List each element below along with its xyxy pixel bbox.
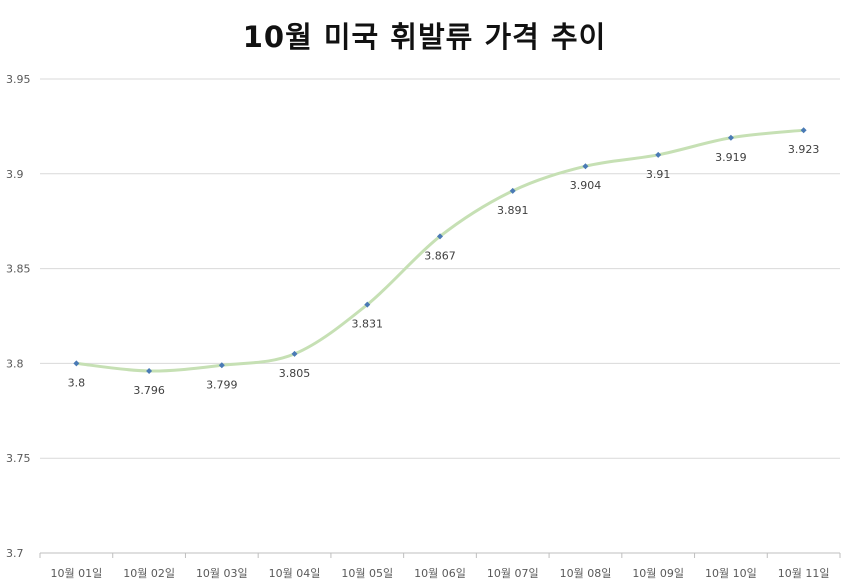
data-label: 3.831	[352, 318, 384, 331]
data-point	[364, 301, 371, 308]
x-tick-label: 10월 04일	[269, 566, 321, 580]
data-label: 3.805	[279, 367, 311, 380]
data-label: 3.919	[715, 151, 747, 164]
data-label: 3.91	[646, 168, 671, 181]
x-tick-label: 10월 01일	[50, 566, 102, 580]
y-tick-label: 3.75	[6, 452, 31, 465]
data-point	[582, 163, 589, 170]
data-point	[218, 362, 225, 369]
data-label: 3.923	[788, 143, 820, 156]
x-axis: 10월 01일 10월 02일 10월 03일 10월 04일 10월 05일 10월 0…	[39, 553, 841, 580]
y-tick-label: 3.7	[6, 547, 24, 560]
data-point	[73, 360, 80, 367]
data-labels: 3.8 3.796 3.799 3.805 3.831 3.867 3.891 3.904 3.…	[68, 143, 820, 397]
gridlines	[40, 78, 840, 554]
data-point	[509, 187, 516, 194]
chart-title: 10월 미국 휘발류 가격 추이	[242, 20, 607, 54]
x-tick-label: 10월 11일	[778, 566, 830, 580]
data-point	[800, 127, 807, 134]
x-tick-label: 10월 02일	[123, 566, 175, 580]
data-label: 3.867	[424, 249, 456, 262]
x-tick-label: 10월 08일	[560, 566, 612, 580]
data-point	[437, 233, 443, 240]
data-point	[291, 350, 298, 357]
y-tick-label: 3.85	[6, 263, 31, 276]
data-point	[727, 134, 734, 141]
data-label: 3.8	[68, 376, 86, 389]
y-axis-labels: 3.7 3.75 3.8 3.85 3.9 3.95	[6, 73, 31, 560]
x-tick-label: 10월 07일	[487, 566, 539, 580]
x-tick-label: 10월 09일	[632, 566, 684, 580]
data-label: 3.796	[133, 384, 165, 397]
x-tick-label: 10월 05일	[341, 566, 393, 580]
data-label: 3.904	[570, 179, 602, 192]
data-point	[655, 151, 662, 158]
data-point	[146, 367, 153, 374]
y-tick-label: 3.9	[6, 168, 24, 181]
data-label: 3.799	[206, 378, 238, 391]
data-label: 3.891	[497, 204, 529, 217]
y-tick-label: 3.8	[6, 357, 24, 370]
x-tick-label: 10월 03일	[196, 566, 248, 580]
data-points	[73, 127, 807, 374]
x-tick-label: 10월 06일	[414, 566, 466, 580]
y-tick-label: 3.95	[6, 73, 31, 86]
x-tick-label: 10월 10일	[705, 566, 757, 580]
